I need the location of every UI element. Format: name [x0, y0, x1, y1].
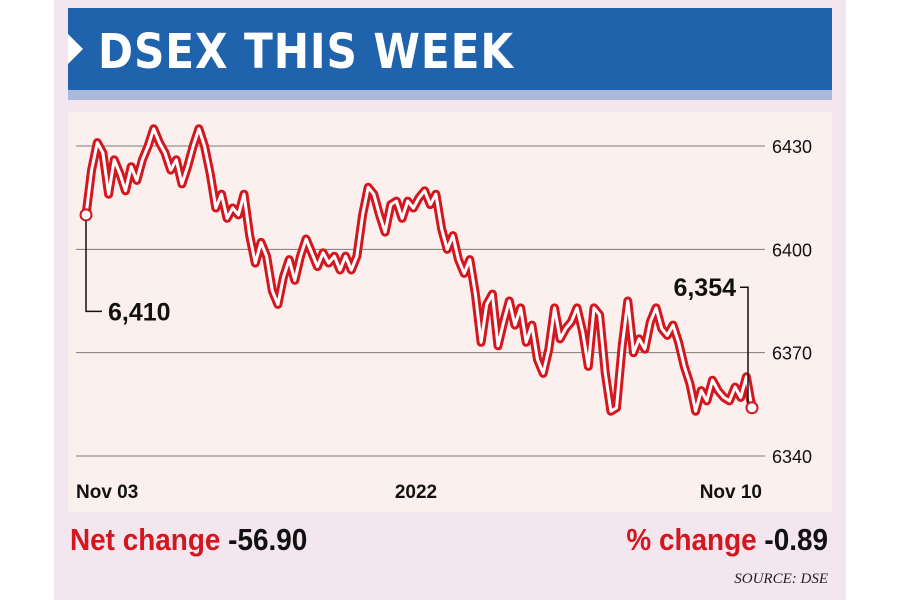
- start-value-label: 6,410: [108, 298, 171, 326]
- y-axis-tick-labels: 6430 6400 6370 6340: [772, 137, 812, 467]
- banner-underline: [68, 90, 832, 100]
- end-point: [745, 401, 759, 415]
- play-arrow-icon: [68, 34, 83, 64]
- start-leader-line: [85, 220, 102, 313]
- x-tick-label: 2022: [395, 482, 437, 503]
- percent-change: % change -0.89: [626, 520, 828, 560]
- y-tick-label: 6430: [772, 137, 812, 157]
- chart-area: [68, 112, 832, 512]
- source-note: SOURCE: DSE: [734, 571, 828, 587]
- start-point: [79, 208, 93, 222]
- end-leader-line: [740, 286, 749, 403]
- x-tick-label: Nov 03: [76, 482, 138, 503]
- annotations: 6,410 6,354: [85, 220, 749, 403]
- y-tick-label: 6340: [772, 447, 812, 467]
- percent-change-label: % change: [626, 522, 757, 557]
- percent-change-value: -0.89: [764, 522, 828, 557]
- y-tick-label: 6370: [772, 344, 812, 364]
- net-change: Net change -56.90: [70, 520, 307, 560]
- y-tick-label: 6400: [772, 240, 812, 260]
- x-tick-label: Nov 10: [700, 482, 762, 503]
- page-title: DSEX THIS WEEK: [98, 24, 514, 80]
- title-banner: [68, 8, 832, 90]
- x-axis-tick-labels: Nov 03 2022 Nov 10: [76, 482, 762, 503]
- gridlines: [76, 145, 765, 457]
- net-change-value: -56.90: [228, 522, 308, 557]
- end-value-label: 6,354: [673, 274, 736, 302]
- series-line-highlight: [84, 127, 754, 413]
- net-change-label: Net change: [70, 522, 221, 557]
- plot-series: [79, 124, 759, 416]
